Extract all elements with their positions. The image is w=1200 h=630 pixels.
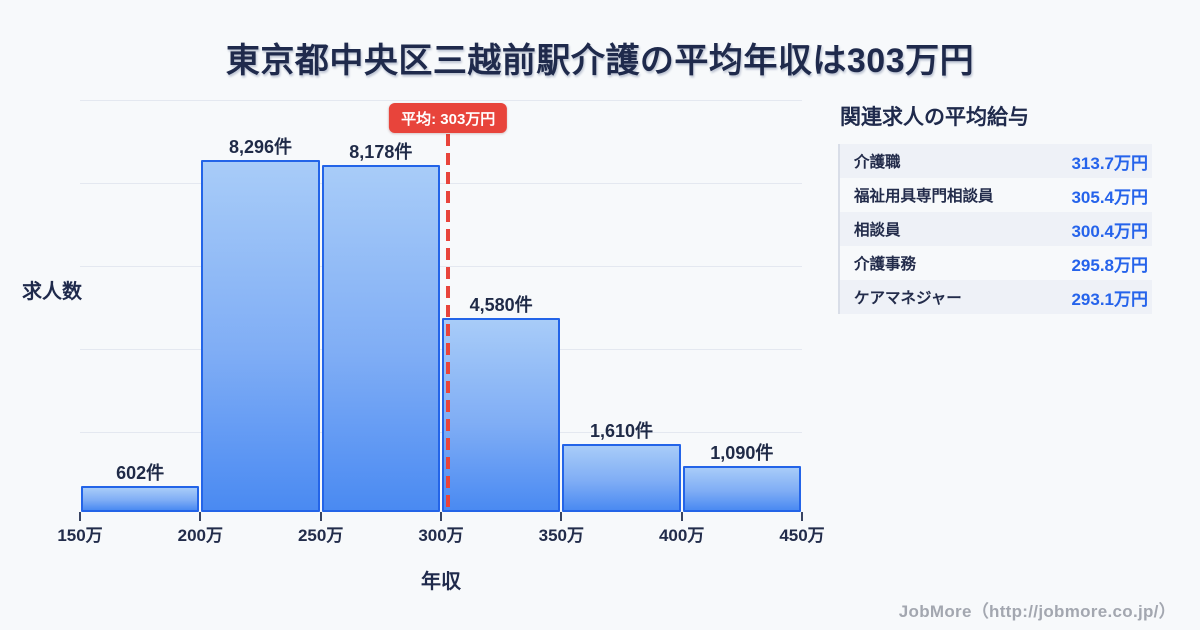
page-title: 東京都中央区三越前駅介護の平均年収は303万円 <box>225 42 975 80</box>
x-tick-mark <box>801 512 803 521</box>
bar-300万-350万 <box>442 318 561 512</box>
x-tick-label: 450万 <box>779 526 825 545</box>
x-tick-label: 300万 <box>418 526 464 545</box>
bar-200万-250万 <box>201 160 320 512</box>
x-tick-mark <box>319 512 322 521</box>
bar-value-label: 8,178件 <box>349 142 413 162</box>
x-tick-mark <box>560 512 563 521</box>
bar-value-label: 4,580件 <box>469 295 533 315</box>
related-job-salary: 313.7万円 <box>1071 153 1148 173</box>
related-job-name: 介護事務 <box>854 256 917 273</box>
related-job-salary: 305.4万円 <box>1071 187 1148 207</box>
related-job-name: ケアマネジャー <box>854 290 962 307</box>
y-axis-label: 求人数 <box>22 281 82 303</box>
bar-value-label: 8,296件 <box>228 137 293 157</box>
x-tick-mark <box>680 512 683 521</box>
x-tick-label: 350万 <box>538 526 585 545</box>
related-job-name: 相談員 <box>854 222 901 239</box>
bar-350万-400万 <box>562 444 681 512</box>
bar-150万-200万 <box>81 486 200 512</box>
related-job-row: 福祉用具専門相談員 305.4万円 <box>840 178 1152 212</box>
gridline <box>80 266 802 267</box>
bar-value-label: 1,610件 <box>589 421 654 441</box>
related-job-salary: 295.8万円 <box>1071 255 1148 275</box>
related-jobs-list: 介護職 313.7万円福祉用具専門相談員 305.4万円相談員 300.4万円介護事務… <box>838 144 1152 314</box>
x-tick-mark <box>79 512 81 521</box>
bar-250万-300万 <box>321 165 440 512</box>
x-tick-mark <box>440 512 442 521</box>
gridline <box>80 183 802 184</box>
related-job-salary: 293.1万円 <box>1071 289 1148 309</box>
bar-value-label: 1,090件 <box>710 443 774 463</box>
gridline <box>80 100 802 101</box>
related-job-name: 介護職 <box>854 154 901 171</box>
x-tick-mark <box>199 512 202 521</box>
x-tick-label: 250万 <box>297 526 344 545</box>
x-tick-label: 200万 <box>177 526 224 545</box>
average-dashed-line <box>446 134 450 512</box>
gridline <box>80 349 802 350</box>
related-job-row: 介護職 313.7万円 <box>840 144 1152 178</box>
x-axis-label: 年収 <box>421 571 461 593</box>
related-job-row: 相談員 300.4万円 <box>840 212 1152 246</box>
related-job-row: ケアマネジャー 293.1万円 <box>840 280 1152 314</box>
related-jobs-panel-title: 関連求人の平均給与 <box>840 106 1029 129</box>
average-badge: 平均: 303万円 <box>389 103 508 133</box>
x-tick-label: 150万 <box>57 526 103 545</box>
gridline <box>80 432 802 433</box>
bar-value-label: 602件 <box>116 463 165 483</box>
footer-credit: JobMore（http://jobmore.co.jp/） <box>898 602 1176 621</box>
related-job-row: 介護事務 295.8万円 <box>840 246 1152 280</box>
bar-400万-450万 <box>682 466 801 512</box>
related-job-name: 福祉用具専門相談員 <box>854 188 994 205</box>
related-job-salary: 300.4万円 <box>1071 221 1148 241</box>
x-tick-label: 400万 <box>658 526 705 545</box>
